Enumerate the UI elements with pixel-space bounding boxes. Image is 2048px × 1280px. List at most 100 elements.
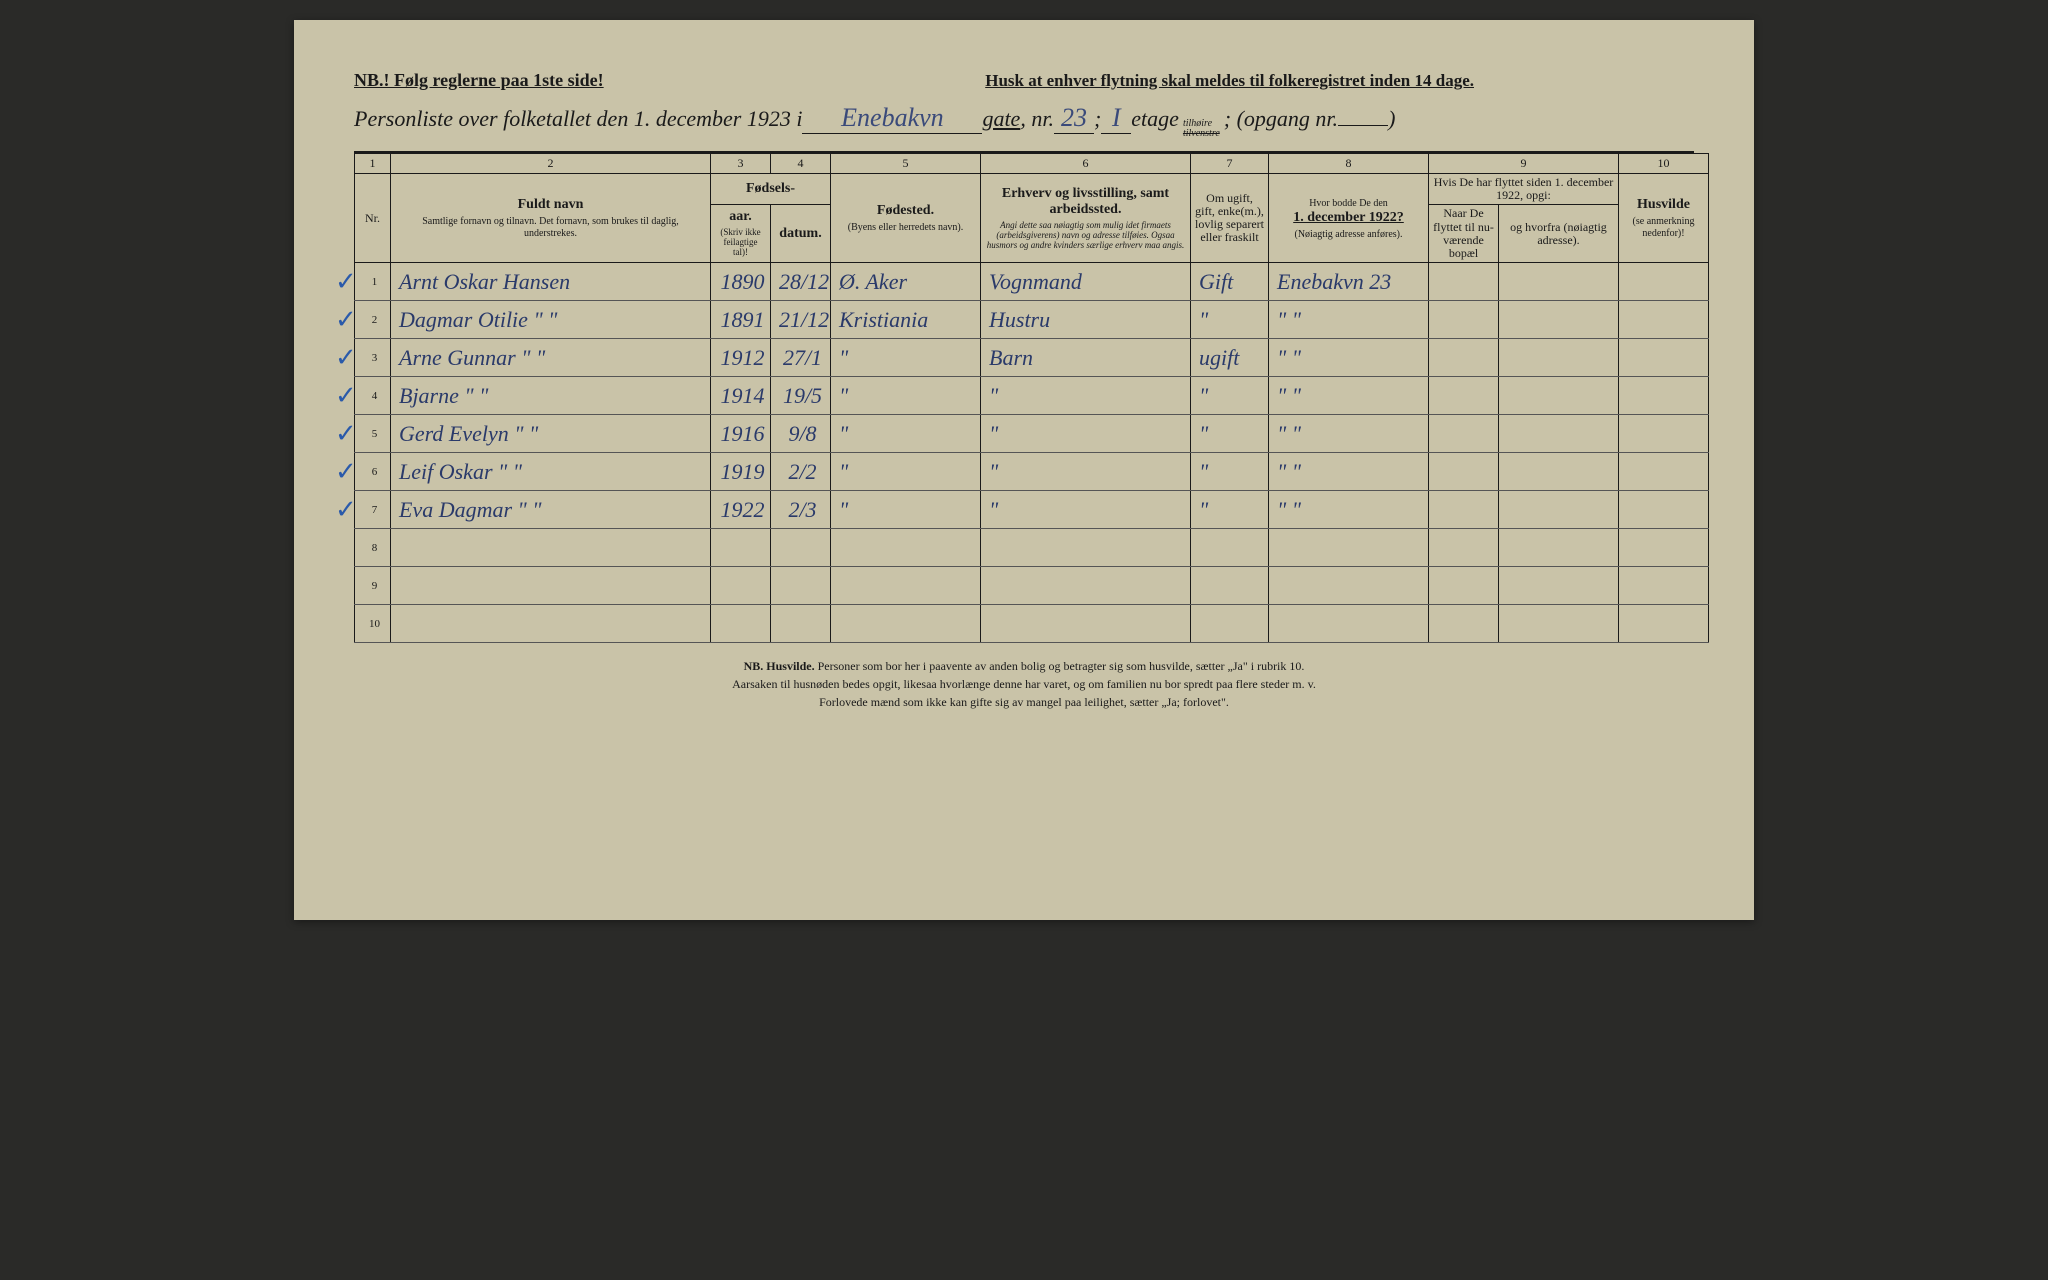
col-aar: aar. (Skriv ikke feilagtige tal)!	[711, 205, 771, 263]
data-rows: ✓1Arnt Oskar Hansen189028/12Ø. AkerVognm…	[355, 263, 1709, 643]
row-occupation: "	[981, 491, 1191, 529]
row-date: 28/12	[771, 263, 831, 301]
row-nr: ✓7	[355, 491, 391, 529]
row-name: Gerd Evelyn " "	[391, 415, 711, 453]
row-from	[1499, 301, 1619, 339]
row-husvilde	[1619, 529, 1709, 567]
row-husvilde	[1619, 263, 1709, 301]
colnum-8: 8	[1269, 154, 1429, 174]
row-husvilde	[1619, 339, 1709, 377]
row-moved	[1429, 415, 1499, 453]
row-nr: ✓1	[355, 263, 391, 301]
row-nr: 8	[355, 529, 391, 567]
row-moved	[1429, 263, 1499, 301]
row-from	[1499, 415, 1619, 453]
colnum-5: 5	[831, 154, 981, 174]
row-status: Gift	[1191, 263, 1269, 301]
row-from	[1499, 453, 1619, 491]
col-fodested-sub: (Byens eller herredets navn).	[835, 222, 976, 234]
col-hvor-date: 1. december 1922?	[1293, 210, 1404, 225]
row-occupation: Vognmand	[981, 263, 1191, 301]
row-status: ugift	[1191, 339, 1269, 377]
check-mark: ✓	[335, 381, 357, 411]
form-title-line: Personliste over folketallet den 1. dece…	[354, 103, 1694, 143]
row-from	[1499, 529, 1619, 567]
col-hvis: Hvis De har flyttet siden 1. december 19…	[1429, 174, 1619, 205]
row-nr: ✓3	[355, 339, 391, 377]
close-paren: )	[1388, 106, 1395, 132]
row-date: 27/1	[771, 339, 831, 377]
row-moved	[1429, 453, 1499, 491]
row-date: 2/3	[771, 491, 831, 529]
col-erhverv: Erhverv og livsstilling, samt arbeidsste…	[981, 174, 1191, 263]
table-row: ✓7Eva Dagmar " "19222/3"""" "	[355, 491, 1709, 529]
row-year: 1914	[711, 377, 771, 415]
col-husvilde: Husvilde (se anmerkning nedenfor)!	[1619, 174, 1709, 263]
row-birthplace: "	[831, 415, 981, 453]
row-name	[391, 567, 711, 605]
col-aar-label: aar.	[729, 209, 751, 224]
col-skriv-ikke: (Skriv ikke feilagtige tal)!	[715, 228, 766, 258]
check-mark: ✓	[335, 457, 357, 487]
row-occupation: Barn	[981, 339, 1191, 377]
row-occupation: Hustru	[981, 301, 1191, 339]
row-name: Arnt Oskar Hansen	[391, 263, 711, 301]
row-birthplace: "	[831, 491, 981, 529]
row-year: 1891	[711, 301, 771, 339]
row-moved	[1429, 529, 1499, 567]
tilvenstre: tilvenstre	[1183, 129, 1220, 139]
row-year: 1919	[711, 453, 771, 491]
row-birthplace: "	[831, 339, 981, 377]
row-moved	[1429, 567, 1499, 605]
row-husvilde	[1619, 605, 1709, 643]
footer-line2: Aarsaken til husnøden bedes opgit, likes…	[354, 675, 1694, 693]
row-occupation: "	[981, 415, 1191, 453]
row-date	[771, 529, 831, 567]
footer-note: NB. Husvilde. Personer som bor her i paa…	[354, 657, 1694, 711]
row-status	[1191, 567, 1269, 605]
col-datum: datum.	[771, 205, 831, 263]
row-occupation	[981, 605, 1191, 643]
row-date: 19/5	[771, 377, 831, 415]
table-row: ✓6Leif Oskar " "19192/2"""" "	[355, 453, 1709, 491]
table-row: ✓5Gerd Evelyn " "19169/8"""" "	[355, 415, 1709, 453]
colnum-9: 9	[1429, 154, 1619, 174]
row-status: "	[1191, 415, 1269, 453]
row-from	[1499, 605, 1619, 643]
col-name-sub: Samtlige fornavn og tilnavn. Det fornavn…	[395, 216, 706, 240]
col-hvor-sub: (Nøiagtig adresse anføres).	[1273, 229, 1424, 241]
row-occupation: "	[981, 453, 1191, 491]
col-husvilde-sub: (se anmerkning nedenfor)!	[1623, 216, 1704, 240]
row-addr1922: " "	[1269, 377, 1429, 415]
row-birthplace: Ø. Aker	[831, 263, 981, 301]
row-moved	[1429, 605, 1499, 643]
row-nr: ✓6	[355, 453, 391, 491]
colnum-4: 4	[771, 154, 831, 174]
row-nr: 9	[355, 567, 391, 605]
row-status	[1191, 605, 1269, 643]
row-addr1922: Enebakvn 23	[1269, 263, 1429, 301]
col-erhverv-main: Erhverv og livsstilling, samt arbeidsste…	[1002, 186, 1169, 217]
row-year: 1912	[711, 339, 771, 377]
row-husvilde	[1619, 567, 1709, 605]
street-handwritten: Enebakvn	[802, 103, 982, 134]
census-form-page: NB.! Følg reglerne paa 1ste side! Husk a…	[294, 20, 1754, 920]
row-birthplace: Kristiania	[831, 301, 981, 339]
row-addr1922: " "	[1269, 339, 1429, 377]
row-from	[1499, 491, 1619, 529]
row-year: 1922	[711, 491, 771, 529]
check-mark: ✓	[335, 343, 357, 373]
col-fodsels-label: Fødsels-	[746, 181, 795, 196]
table-row: ✓1Arnt Oskar Hansen189028/12Ø. AkerVognm…	[355, 263, 1709, 301]
husk-text: Husk at enhver flytning skal meldes til …	[985, 71, 1474, 91]
house-number-handwritten: 23	[1054, 103, 1094, 134]
floor-handwritten: I	[1101, 103, 1131, 134]
col-hvorfra: og hvorfra (nøiagtig adresse).	[1499, 205, 1619, 263]
side-label: tilhøire tilvenstre	[1183, 119, 1220, 139]
col-ugift: Om ugift, gift, enke(m.), lovlig separer…	[1191, 174, 1269, 263]
row-birthplace: "	[831, 453, 981, 491]
row-nr: ✓2	[355, 301, 391, 339]
col-datum-label: datum.	[779, 226, 821, 241]
row-from	[1499, 377, 1619, 415]
col-hvor-main: Hvor bodde De den	[1273, 198, 1424, 210]
